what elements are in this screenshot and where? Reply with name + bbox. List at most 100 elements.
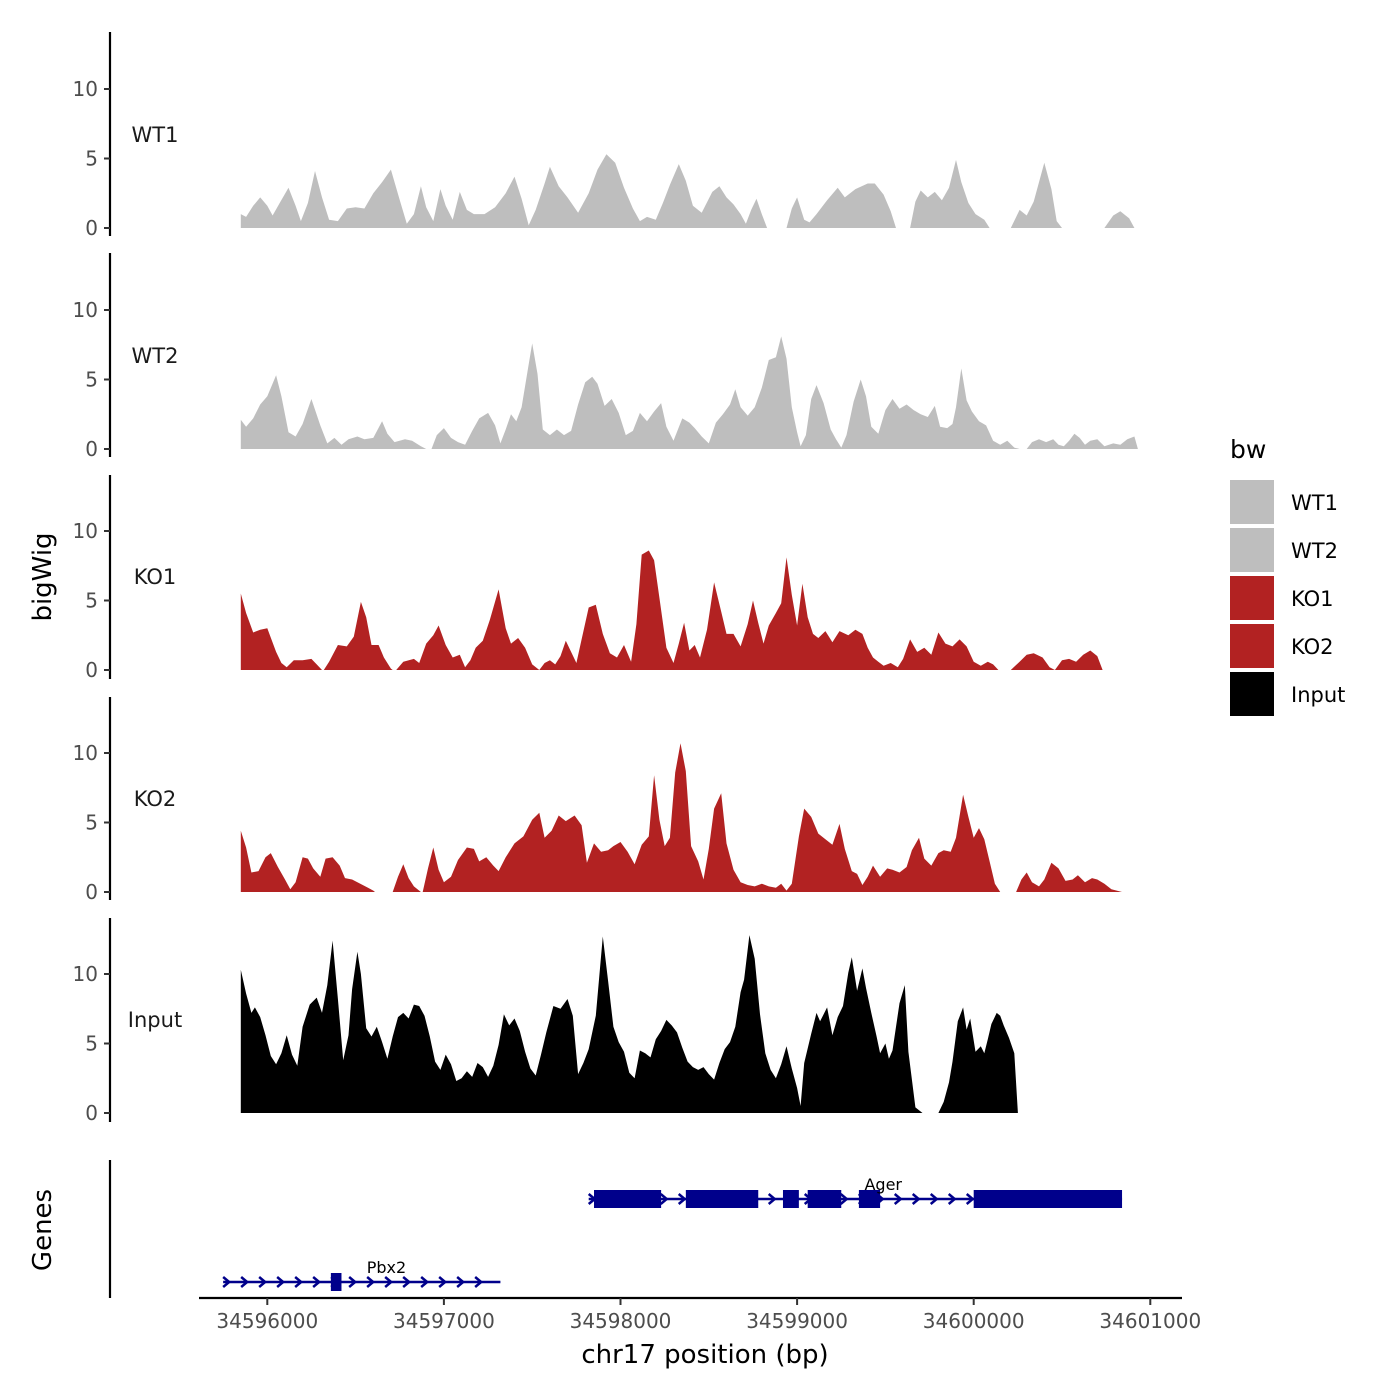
legend-label: WT1 <box>1291 491 1338 515</box>
coverage-area <box>396 589 540 670</box>
y-tick-label: 0 <box>85 880 98 904</box>
strand-arrow <box>474 1276 484 1288</box>
strand-arrow <box>893 1193 903 1205</box>
coverage-area <box>323 601 393 670</box>
strand-arrow <box>456 1276 466 1288</box>
y-tick-label: 5 <box>85 368 98 392</box>
coverage-area <box>431 336 1020 449</box>
y-tick-label: 0 <box>85 1101 98 1125</box>
gene-exon <box>594 1190 662 1208</box>
strand-arrow <box>947 1193 957 1205</box>
gene-label: Pbx2 <box>367 1258 406 1277</box>
strand-arrow <box>366 1276 376 1288</box>
track-wt2: 0 5 10 WT2 <box>73 253 1138 461</box>
coverage-area <box>392 864 421 892</box>
legend-label: KO1 <box>1291 587 1334 611</box>
strand-arrow <box>839 1193 849 1205</box>
coverage-area <box>240 375 427 449</box>
y-tick-label: 5 <box>85 589 98 613</box>
x-axis: 34596000 34597000 34598000 34599000 34600000… <box>199 1296 1201 1333</box>
legend-key-wt2 <box>1230 528 1274 572</box>
coverage-area <box>240 935 923 1113</box>
gene-pbx2: Pbx2 <box>222 1258 501 1291</box>
y-tick-label: 5 <box>85 1032 98 1056</box>
y-tick-label: 5 <box>85 147 98 171</box>
coverage-area <box>240 593 322 670</box>
strand-arrow <box>258 1276 268 1288</box>
legend: bw WT1 WT2 KO1 KO2 Input <box>1230 435 1345 716</box>
y-tick-label: 0 <box>85 437 98 461</box>
coverage-area <box>539 550 999 670</box>
legend-title: bw <box>1230 435 1266 464</box>
strand-arrow <box>402 1276 412 1288</box>
strand-arrow <box>659 1193 669 1205</box>
genes-layer: Ager Pbx2 <box>108 1160 1123 1298</box>
y-tick-label: 10 <box>73 962 98 986</box>
coverage-area <box>1104 211 1135 228</box>
coverage-area <box>1010 162 1062 228</box>
strand-arrow <box>312 1276 322 1288</box>
legend-key-ko2 <box>1230 624 1274 668</box>
track-label: KO1 <box>134 565 177 589</box>
track-label: WT1 <box>132 123 179 147</box>
track-ko1: 0 5 10 KO1 <box>73 475 1103 682</box>
track-ko2: 0 5 10 KO2 <box>73 697 1122 904</box>
gene-label: Ager <box>864 1175 902 1194</box>
coverage-area <box>1026 433 1138 449</box>
track-label: WT2 <box>132 344 179 368</box>
x-tick-label: 34598000 <box>570 1309 672 1333</box>
track-label: Input <box>128 1008 182 1032</box>
y-tick-label: 10 <box>73 519 98 543</box>
x-tick-label: 34597000 <box>393 1309 495 1333</box>
x-axis-title: chr17 position (bp) <box>581 1340 828 1370</box>
coverage-area <box>1054 650 1103 670</box>
strand-arrow <box>438 1276 448 1288</box>
strand-arrow <box>348 1276 358 1288</box>
legend-key-wt1 <box>1230 480 1274 524</box>
y-tick-label: 0 <box>85 216 98 240</box>
legend-label: WT2 <box>1291 539 1338 563</box>
x-tick-label: 34601000 <box>1099 1309 1201 1333</box>
strand-arrow <box>294 1276 304 1288</box>
gene-ager: Ager <box>587 1175 1123 1208</box>
legend-label: Input <box>1291 683 1345 707</box>
gene-exon <box>330 1273 342 1291</box>
strand-arrow <box>929 1193 939 1205</box>
gene-exon <box>973 1190 1123 1208</box>
strand-arrow <box>222 1276 232 1288</box>
coverage-area <box>240 830 375 892</box>
strand-arrow <box>240 1276 250 1288</box>
gene-exon <box>807 1190 842 1208</box>
gene-exon <box>858 1190 881 1208</box>
x-tick-label: 34600000 <box>923 1309 1025 1333</box>
track-label: KO2 <box>134 787 177 811</box>
legend-label: KO2 <box>1291 635 1334 659</box>
track-wt1: 0 5 10 WT1 <box>73 32 1135 240</box>
y-axis-title: bigWig <box>28 532 58 621</box>
gene-exon <box>782 1190 799 1208</box>
strand-arrow <box>276 1276 286 1288</box>
tracks-layer: 0 5 10 WT1 0 5 10 WT2 0 5 10 KO1 0 5 10 KO2 0 5 10 Input <box>73 32 1138 1125</box>
y-tick-label: 0 <box>85 658 98 682</box>
coverage-area <box>1016 862 1122 892</box>
coverage-area <box>938 1007 1018 1113</box>
strand-arrow <box>677 1193 687 1205</box>
y-tick-label: 10 <box>73 741 98 765</box>
y-tick-label: 10 <box>73 298 98 322</box>
strand-arrow <box>420 1276 430 1288</box>
coverage-area <box>786 183 896 228</box>
coverage-area <box>240 154 768 228</box>
gene-exon <box>685 1190 759 1208</box>
coverage-area <box>422 743 1001 892</box>
coverage-area <box>1010 653 1055 670</box>
coverage-area <box>910 159 990 228</box>
legend-key-ko1 <box>1230 576 1274 620</box>
genes-axis-title: Genes <box>28 1189 58 1271</box>
strand-arrow <box>384 1276 394 1288</box>
legend-key-input <box>1230 672 1274 716</box>
y-tick-label: 10 <box>73 77 98 101</box>
y-tick-label: 5 <box>85 811 98 835</box>
x-tick-label: 34599000 <box>746 1309 848 1333</box>
x-tick-label: 34596000 <box>216 1309 318 1333</box>
